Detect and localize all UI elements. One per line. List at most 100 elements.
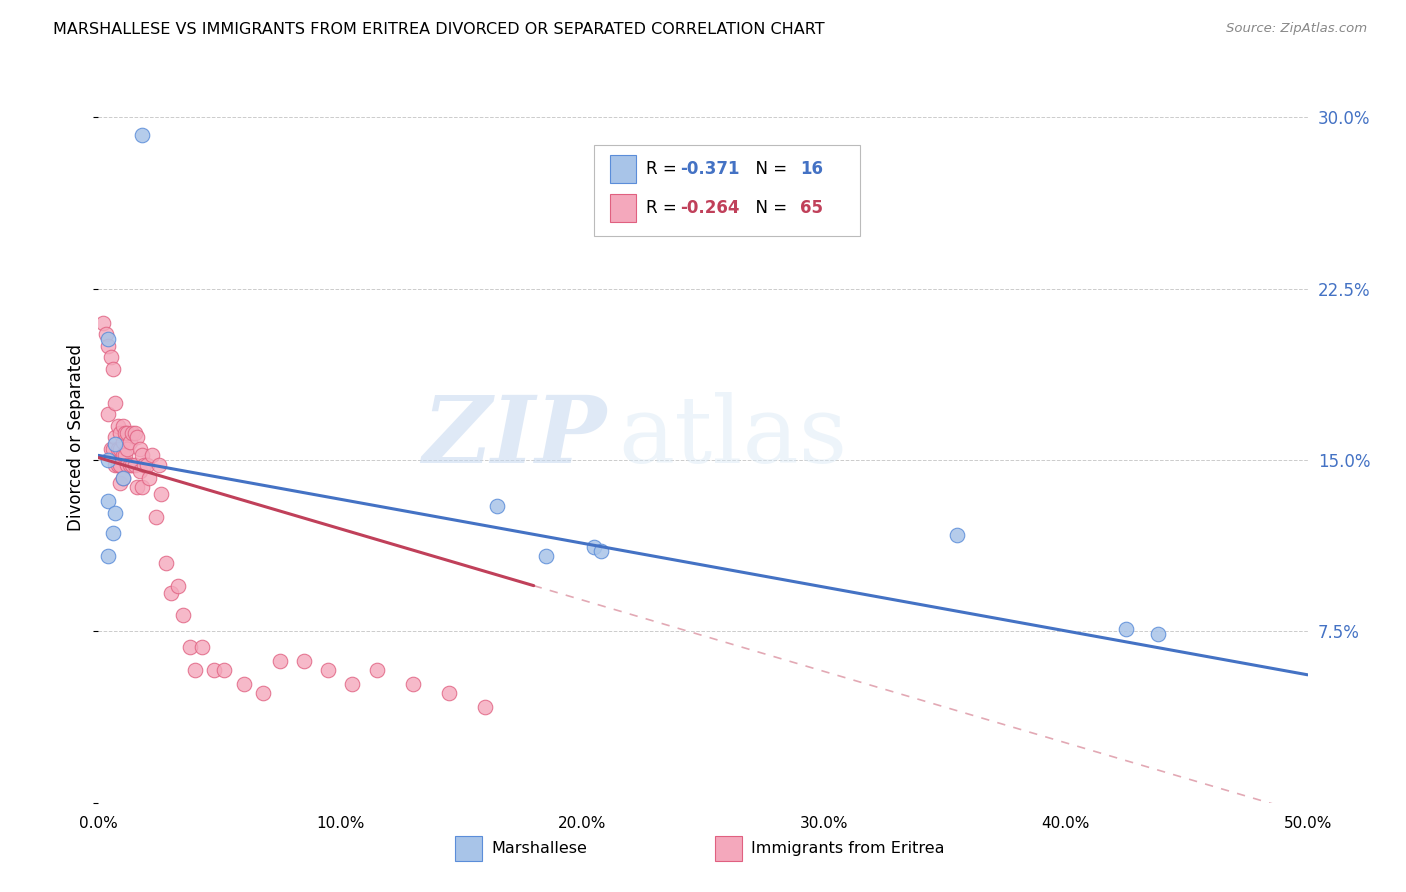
Point [342,677,364,691]
Point [118,458,141,472]
Point [111,418,134,433]
Point [583,540,606,554]
Point [114,425,136,440]
Point [128,464,150,478]
Point [100,350,122,364]
Point [127,480,149,494]
Point [108,458,131,472]
Y-axis label: Divorced or Separated: Divorced or Separated [67,343,86,531]
Point [1115,622,1137,636]
Point [155,556,177,570]
Point [184,663,207,677]
Point [111,471,134,485]
Point [121,458,143,472]
Point [134,458,156,472]
Point [111,449,134,463]
Point [131,449,153,463]
Text: R =: R = [647,160,682,178]
Point [486,499,509,513]
Point [114,449,136,463]
Point [91,316,114,330]
Text: MARSHALLESE VS IMMIGRANTS FROM ERITREA DIVORCED OR SEPARATED CORRELATION CHART: MARSHALLESE VS IMMIGRANTS FROM ERITREA D… [53,22,825,37]
Point [101,442,124,456]
Point [111,471,134,485]
Text: Source: ZipAtlas.com: Source: ZipAtlas.com [1226,22,1367,36]
FancyBboxPatch shape [610,194,637,222]
FancyBboxPatch shape [716,837,742,862]
Text: 65: 65 [800,199,823,217]
Text: ZIP: ZIP [422,392,606,482]
Point [474,699,496,714]
Text: atlas: atlas [619,392,848,482]
Point [117,425,139,440]
Point [366,663,388,677]
Point [124,425,146,440]
Point [150,487,173,501]
Text: R =: R = [647,199,682,217]
Point [127,430,149,444]
Point [104,506,127,520]
FancyBboxPatch shape [595,145,860,235]
Point [131,128,153,143]
Point [100,442,122,456]
Point [97,332,120,346]
Point [292,654,315,668]
Point [107,458,129,472]
Point [124,458,146,472]
Text: 16: 16 [800,160,823,178]
Point [104,396,127,410]
Point [138,471,160,485]
Point [1146,626,1168,640]
Point [172,608,194,623]
Text: Marshallese: Marshallese [492,840,588,855]
Point [402,677,425,691]
Point [191,640,214,655]
FancyBboxPatch shape [610,154,637,183]
Point [316,663,339,677]
Point [101,526,124,541]
Point [204,663,226,677]
Text: -0.371: -0.371 [681,160,740,178]
Point [135,458,157,472]
Point [212,663,235,677]
Point [107,442,129,456]
Point [97,453,120,467]
Point [97,494,120,508]
Text: -0.264: -0.264 [681,199,740,217]
Point [97,338,120,352]
Point [108,475,131,490]
Point [131,480,153,494]
Point [108,425,131,440]
Point [145,510,167,524]
Point [128,442,150,456]
Point [117,442,139,456]
Point [232,677,254,691]
Text: N =: N = [745,160,793,178]
Point [437,686,460,700]
Point [107,418,129,433]
Point [252,686,274,700]
Point [591,544,613,558]
Point [108,442,131,456]
Point [534,549,557,563]
Point [111,434,134,449]
Point [148,458,170,472]
Point [141,449,163,463]
Point [121,425,143,440]
Point [97,407,120,421]
Point [97,549,120,563]
Point [160,585,183,599]
Point [118,434,141,449]
Point [94,327,117,342]
FancyBboxPatch shape [456,837,482,862]
Point [179,640,201,655]
Point [167,579,190,593]
Point [946,528,969,542]
Point [104,458,127,472]
Point [117,458,139,472]
Point [269,654,291,668]
Point [104,430,127,444]
Point [104,437,127,451]
Point [101,361,124,376]
Text: Immigrants from Eritrea: Immigrants from Eritrea [751,840,945,855]
